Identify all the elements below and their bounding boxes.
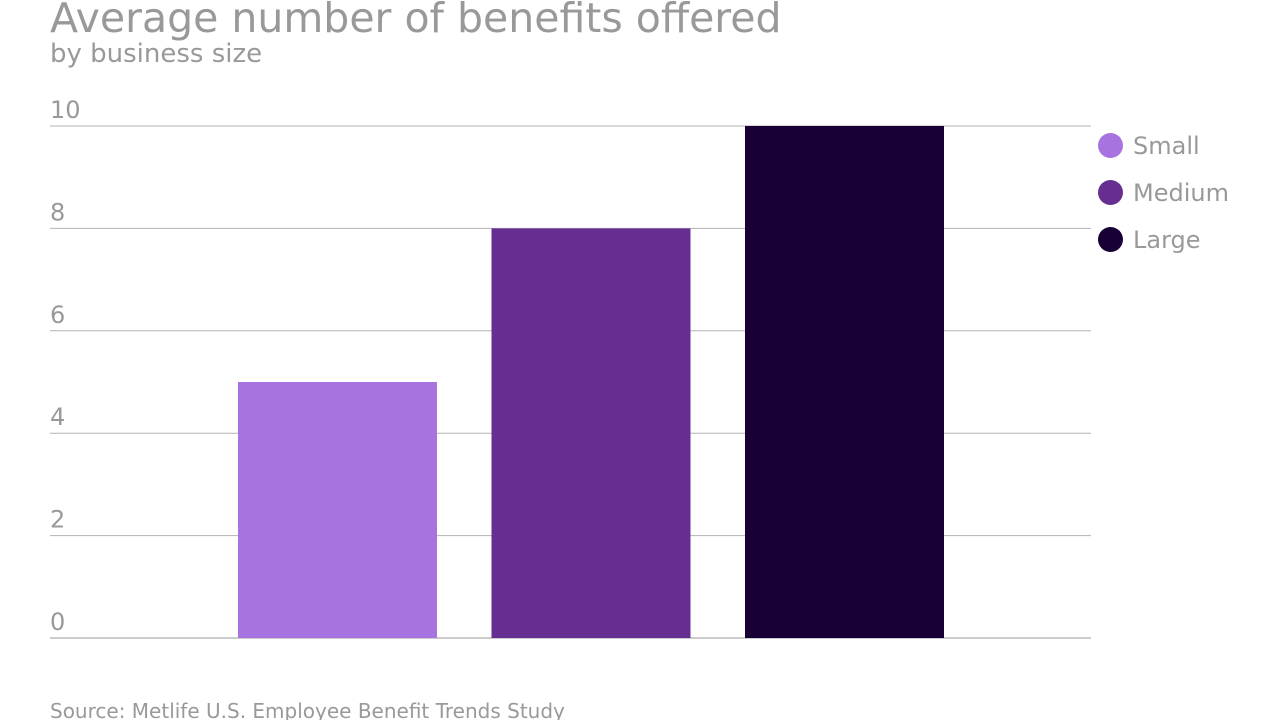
- y-tick-label: 10: [50, 96, 81, 124]
- bar-small: [238, 382, 437, 638]
- source-note: Source: Metlife U.S. Employee Benefit Tr…: [50, 699, 565, 720]
- bar-medium: [491, 228, 691, 638]
- legend-dot-small: [1098, 133, 1123, 158]
- legend-dot-medium: [1098, 180, 1123, 205]
- legend-label-large: Large: [1133, 225, 1201, 254]
- y-tick-label: 4: [50, 403, 65, 431]
- legend-dot-large: [1098, 227, 1123, 252]
- y-tick-label: 8: [50, 198, 65, 226]
- chart-subtitle: by business size: [50, 39, 263, 69]
- legend-label-medium: Medium: [1133, 178, 1229, 207]
- legend-item-medium: Medium: [1098, 169, 1229, 216]
- bars: [238, 126, 944, 638]
- legend: Small Medium Large: [1098, 122, 1229, 263]
- chart-title: Average number of benefits offered: [50, 0, 782, 42]
- y-axis-ticks: 0 2 4 6 8 10: [50, 96, 81, 636]
- legend-item-large: Large: [1098, 216, 1229, 263]
- legend-label-small: Small: [1133, 131, 1200, 160]
- y-tick-label: 0: [50, 608, 65, 636]
- bar-large: [745, 126, 944, 638]
- legend-item-small: Small: [1098, 122, 1229, 169]
- y-tick-label: 6: [50, 301, 65, 329]
- y-tick-label: 2: [50, 506, 65, 534]
